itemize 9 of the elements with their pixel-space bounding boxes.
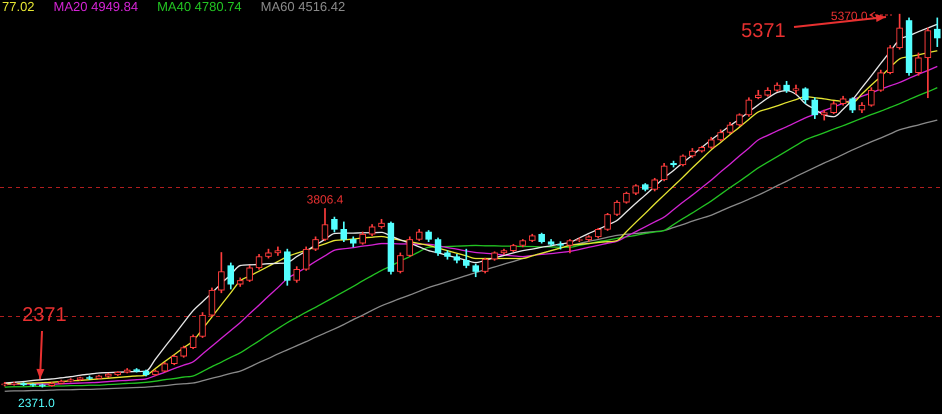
annotation: 5371 [741, 20, 786, 42]
text: MA40 4780.74 [157, 0, 242, 14]
text: 77.02 [2, 0, 35, 14]
text: MA60 4516.42 [260, 0, 346, 14]
annotation: 2371.0 [18, 396, 56, 410]
text: MA20 4949.84 [54, 0, 138, 14]
candlestick [792, 84, 800, 94]
annotation: 2371 [22, 304, 67, 326]
annotation: 3806.4 [306, 192, 344, 206]
